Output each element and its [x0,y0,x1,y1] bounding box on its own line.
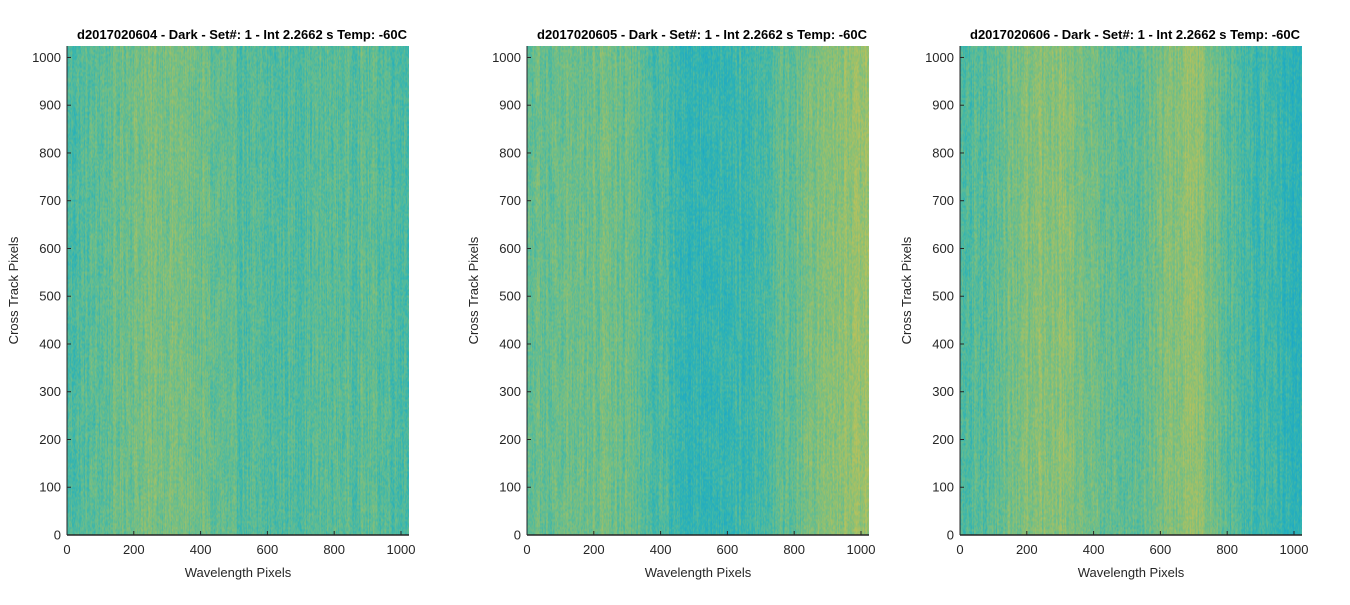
y-tick-label: 600 [932,241,954,256]
x-tick-label: 0 [956,542,963,557]
x-tick-label: 800 [323,542,345,557]
y-tick-label: 400 [39,336,61,351]
y-tick-label: 900 [499,98,521,113]
y-tick-label: 1000 [925,50,954,65]
y-tick-label: 500 [499,289,521,304]
y-axis-label: Cross Track Pixels [466,236,481,344]
x-tick-label: 200 [123,542,145,557]
x-tick-label: 600 [717,542,739,557]
y-tick-label: 0 [947,528,954,543]
y-tick-label: 300 [499,384,521,399]
y-tick-label: 800 [39,145,61,160]
x-tick-label: 0 [523,542,530,557]
x-tick-label: 1000 [1280,542,1309,557]
x-tick-label: 1000 [387,542,416,557]
y-tick-label: 1000 [32,50,61,65]
y-tick-label: 200 [499,432,521,447]
y-tick-label: 600 [499,241,521,256]
y-tick-label: 0 [514,528,521,543]
x-tick-label: 1000 [847,542,876,557]
chart-title: d2017020604 - Dark - Set#: 1 - Int 2.266… [77,27,408,42]
y-tick-label: 800 [932,145,954,160]
x-tick-label: 800 [783,542,805,557]
y-tick-label: 400 [499,336,521,351]
y-tick-label: 100 [39,480,61,495]
x-axis-label: Wavelength Pixels [645,565,752,580]
y-tick-label: 500 [932,289,954,304]
y-tick-label: 700 [499,193,521,208]
y-tick-label: 100 [499,480,521,495]
y-tick-label: 200 [932,432,954,447]
y-tick-label: 800 [499,145,521,160]
x-tick-label: 400 [650,542,672,557]
x-tick-label: 400 [190,542,212,557]
y-tick-label: 200 [39,432,61,447]
chart-title: d2017020605 - Dark - Set#: 1 - Int 2.266… [537,27,868,42]
y-tick-label: 100 [932,480,954,495]
y-tick-label: 700 [39,193,61,208]
x-tick-label: 200 [1016,542,1038,557]
y-tick-label: 400 [932,336,954,351]
y-tick-label: 0 [54,528,61,543]
x-axis-label: Wavelength Pixels [185,565,292,580]
y-axis-label: Cross Track Pixels [899,236,914,344]
heatmap-image [960,46,1302,535]
chart-title: d2017020606 - Dark - Set#: 1 - Int 2.266… [970,27,1301,42]
y-tick-label: 700 [932,193,954,208]
chart-panel-2: 0 200 400 600 800 1000 0 100 200 300 400 500 600 700 8… [466,27,875,580]
y-tick-label: 900 [39,98,61,113]
x-axis-label: Wavelength Pixels [1078,565,1185,580]
x-tick-label: 600 [1150,542,1172,557]
chart-panel-1: 0 200 400 600 800 1000 0 100 200 300 400 500 600 700 8… [6,27,415,580]
x-tick-label: 200 [583,542,605,557]
x-tick-label: 0 [63,542,70,557]
heatmap-image [527,46,869,535]
chart-panel-3: 0 200 400 600 800 1000 0 100 200 300 400 500 600 700 8… [899,27,1308,580]
y-axis-label: Cross Track Pixels [6,236,21,344]
x-tick-label: 400 [1083,542,1105,557]
y-tick-label: 500 [39,289,61,304]
y-tick-label: 300 [932,384,954,399]
y-tick-label: 900 [932,98,954,113]
heatmap-image [67,46,409,535]
y-tick-label: 600 [39,241,61,256]
x-tick-label: 800 [1216,542,1238,557]
y-tick-label: 300 [39,384,61,399]
x-tick-label: 600 [257,542,279,557]
y-tick-label: 1000 [492,50,521,65]
